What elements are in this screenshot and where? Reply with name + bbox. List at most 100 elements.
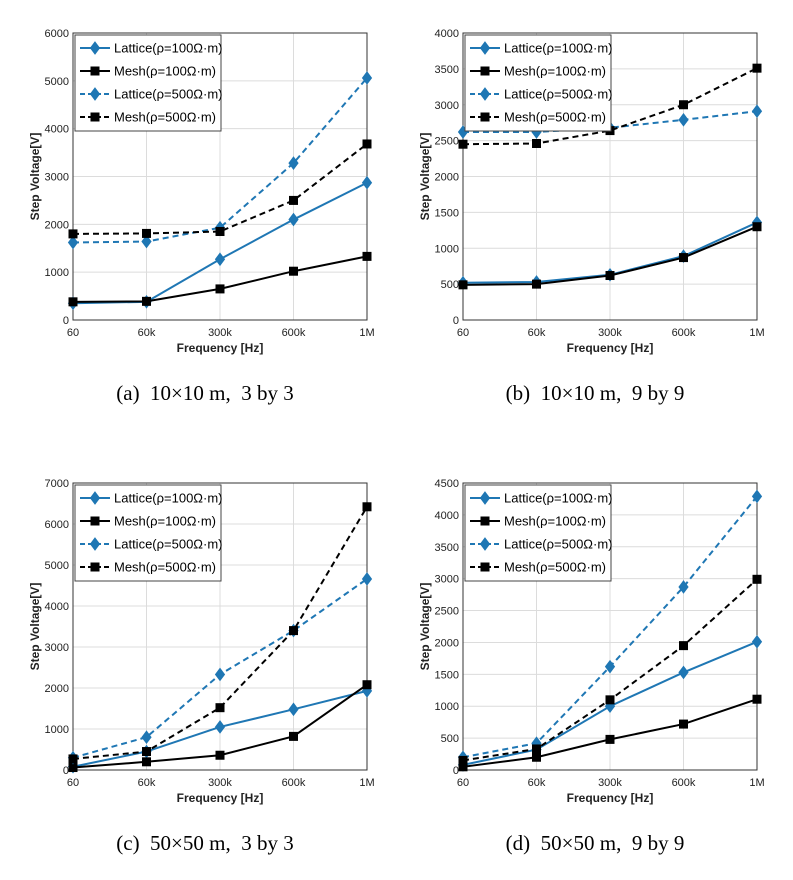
- data-point: [68, 754, 78, 764]
- data-point: [679, 253, 688, 263]
- y-tick-label: 500: [441, 279, 459, 291]
- y-tick-label: 5000: [45, 560, 69, 572]
- y-tick-label: 4000: [435, 28, 459, 40]
- legend-marker: [90, 112, 100, 122]
- data-point: [532, 744, 541, 754]
- legend-label: Mesh(ρ=100Ω·m): [114, 514, 216, 529]
- x-tick-label: 600k: [282, 327, 306, 339]
- legend-marker: [89, 87, 101, 101]
- plot-frame: [462, 32, 758, 321]
- legend-marker: [90, 66, 100, 76]
- y-tick-label: 6000: [45, 28, 69, 40]
- data-point: [288, 212, 299, 227]
- y-axis-label: Step Voltage[V]: [28, 133, 42, 221]
- data-point: [215, 750, 225, 760]
- legend: Lattice(ρ=100Ω·m) Mesh(ρ=100Ω·m) Lattice(ρ…: [464, 34, 613, 132]
- y-tick-label: 4000: [45, 601, 69, 613]
- data-point: [142, 757, 151, 767]
- series-2: [67, 71, 373, 250]
- y-tick-label: 1000: [435, 701, 459, 713]
- data-point: [142, 296, 151, 306]
- y-tick-label: 1000: [45, 267, 69, 279]
- legend-label: Mesh(ρ=100Ω·m): [114, 64, 216, 79]
- y-tick-label: 3000: [435, 574, 459, 586]
- data-point: [214, 667, 226, 682]
- legend-marker: [90, 516, 100, 526]
- x-tick-label: 60k: [528, 777, 546, 789]
- y-tick-label: 2500: [435, 136, 459, 148]
- legend-label: Lattice(ρ=500Ω·m): [114, 537, 223, 552]
- data-point: [752, 694, 762, 704]
- data-point: [288, 156, 299, 170]
- series-1: [458, 222, 762, 290]
- chart-b: 0 500 1000 1500 2000 2500 3000 3500 4000 60 60k 300…: [418, 28, 765, 355]
- data-point: [214, 252, 226, 267]
- series-3: [68, 139, 372, 239]
- legend-label: Mesh(ρ=500Ω·m): [504, 560, 606, 575]
- legend-marker: [89, 491, 101, 505]
- data-point: [458, 755, 468, 765]
- y-axis-label: Step Voltage[V]: [418, 133, 432, 221]
- y-tick-label: 3000: [45, 642, 69, 654]
- data-point: [288, 702, 299, 717]
- data-point: [361, 572, 373, 586]
- x-tick-label: 1M: [749, 327, 764, 339]
- legend-label: Mesh(ρ=100Ω·m): [504, 64, 606, 79]
- legend: Lattice(ρ=100Ω·m) Mesh(ρ=100Ω·m) Lattice(ρ…: [74, 34, 223, 132]
- series-line: [463, 110, 758, 134]
- x-tick-label: 60: [457, 327, 469, 339]
- chart-d: 0 500 1000 1500 2000 2500 3000 3500 4000 4500 60 60…: [418, 478, 765, 805]
- x-tick-label: 300k: [598, 777, 622, 789]
- chart-panel-a: 0 1000 2000 3000 4000 5000 6000 60 60k 300k 600k 1M…: [25, 25, 390, 360]
- chart-c: 0 1000 2000 3000 4000 5000 6000 7000 60 60k 300k 60…: [28, 478, 375, 805]
- data-point: [678, 112, 689, 127]
- x-tick-label: 300k: [208, 777, 232, 789]
- data-point: [679, 100, 688, 110]
- data-point: [751, 634, 763, 649]
- legend-label: Mesh(ρ=500Ω·m): [114, 110, 216, 125]
- x-tick-label: 600k: [672, 327, 696, 339]
- data-point: [289, 731, 298, 741]
- y-tick-label: 6000: [45, 519, 69, 531]
- series-3: [68, 502, 372, 764]
- data-point: [751, 489, 763, 504]
- series-line: [72, 506, 368, 760]
- legend-label: Lattice(ρ=500Ω·m): [504, 537, 613, 552]
- legend-marker: [480, 562, 490, 572]
- data-point: [141, 234, 152, 249]
- series-1: [458, 694, 762, 772]
- data-point: [141, 730, 152, 745]
- data-point: [362, 502, 372, 512]
- chart-a: 0 1000 2000 3000 4000 5000 6000 60 60k 300k 600k 1M…: [28, 28, 375, 355]
- caption-c: (c) 50×50 m, 3 by 3: [116, 831, 294, 855]
- data-point: [458, 280, 468, 290]
- caption-d: (d) 50×50 m, 9 by 9: [505, 831, 685, 855]
- x-tick-label: 300k: [598, 327, 622, 339]
- data-point: [605, 271, 615, 281]
- y-tick-label: 1500: [435, 669, 459, 681]
- y-tick-label: 2000: [45, 683, 69, 695]
- data-point: [362, 251, 372, 261]
- data-point: [214, 720, 226, 734]
- y-tick-label: 0: [453, 315, 459, 327]
- x-tick-label: 60: [457, 777, 469, 789]
- legend-marker: [479, 87, 491, 101]
- y-axis-label: Step Voltage[V]: [28, 583, 42, 671]
- legend-label: Lattice(ρ=100Ω·m): [114, 491, 223, 506]
- x-tick-label: 300k: [208, 327, 232, 339]
- y-tick-label: 3500: [435, 542, 459, 554]
- legend-marker: [479, 537, 491, 551]
- legend-label: Lattice(ρ=500Ω·m): [504, 87, 613, 102]
- x-tick-label: 600k: [282, 777, 306, 789]
- y-tick-label: 3500: [435, 64, 459, 76]
- y-tick-label: 5000: [45, 76, 69, 88]
- data-point: [752, 63, 762, 73]
- x-axis-label: Frequency [Hz]: [567, 791, 654, 805]
- legend-label: Lattice(ρ=100Ω·m): [504, 41, 613, 56]
- data-point: [289, 195, 298, 205]
- y-tick-label: 0: [63, 315, 69, 327]
- y-tick-label: 1000: [435, 243, 459, 255]
- data-point: [289, 266, 298, 276]
- data-point: [605, 734, 615, 744]
- x-tick-label: 60: [67, 777, 79, 789]
